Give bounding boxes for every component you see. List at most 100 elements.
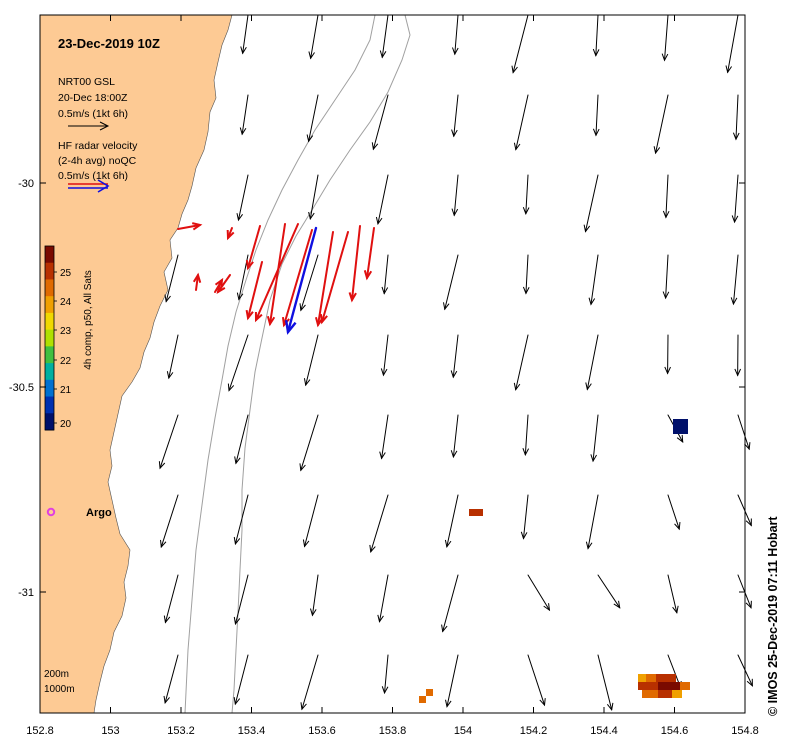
- sst-patch: [638, 674, 646, 682]
- model-time: 20-Dec 18:00Z: [58, 92, 128, 104]
- y-tick-label: -30: [18, 178, 34, 190]
- model-arrow: [511, 14, 529, 74]
- model-arrow: [441, 574, 459, 633]
- sst-patches: [419, 419, 690, 703]
- x-axis: 152.8 153 153.2 153.4 153.6 153.8 154 154.2 154.…: [26, 15, 759, 737]
- colorbar-segment: [45, 296, 54, 314]
- model-arrow: [451, 94, 459, 138]
- model-arrow: [299, 254, 319, 312]
- model-arrow: [234, 414, 249, 465]
- model-arrow: [239, 94, 249, 136]
- colorbar-segment: [45, 413, 54, 431]
- model-arrow: [233, 494, 249, 546]
- y-tick-label: -30.5: [9, 382, 34, 394]
- x-tick-label: 153.4: [238, 725, 266, 737]
- colorbar-tick-label: 20: [60, 419, 72, 430]
- x-tick-label: 154.4: [590, 725, 618, 737]
- model-arrow: [381, 254, 389, 295]
- model-arrow: [163, 654, 179, 704]
- colorbar-segment: [45, 312, 54, 331]
- model-arrow: [662, 254, 670, 300]
- sst-patch-cold: [673, 419, 688, 434]
- colorbar-segment: [45, 262, 54, 280]
- colorbar-segment: [45, 363, 54, 381]
- model-arrow: [443, 254, 459, 311]
- sst-patch: [419, 696, 426, 703]
- radar-arrow: [363, 227, 375, 281]
- model-arrow: [371, 94, 389, 151]
- model-arrow: [450, 414, 459, 459]
- model-arrow: [513, 334, 529, 391]
- radar-arrow: [266, 223, 286, 327]
- y-tick-label: -31: [18, 587, 34, 599]
- colorbar-frame: [44, 245, 55, 431]
- radar-arrow: [319, 231, 349, 325]
- x-tick-label: 154.8: [731, 725, 759, 737]
- radar-arrow-blue: [284, 226, 318, 335]
- sst-patch: [638, 682, 658, 690]
- radar-scale-arrow: [68, 179, 110, 193]
- model-arrow: [583, 174, 599, 233]
- model-arrow: [451, 174, 459, 217]
- model-arrow: [737, 414, 751, 451]
- depth-label-1000m: 1000m: [44, 684, 75, 695]
- model-arrow: [597, 654, 614, 711]
- colorbar-tick-label: 22: [60, 356, 72, 367]
- map-title: 23-Dec-2019 10Z: [58, 36, 160, 51]
- model-arrow: [592, 14, 600, 57]
- sst-colorbar: 25 24 23 22 21 20: [44, 245, 72, 431]
- x-tick-label: 153.8: [379, 725, 407, 737]
- model-arrow: [379, 14, 389, 59]
- isobath-200m: [231, 14, 411, 714]
- sst-patch: [672, 690, 682, 698]
- x-tick-label: 153: [101, 725, 119, 737]
- colorbar-tick-label: 25: [60, 268, 72, 279]
- sst-patch: [658, 682, 680, 690]
- model-arrow: [664, 334, 671, 375]
- model-arrow: [308, 174, 319, 221]
- colorbar-segment: [45, 279, 54, 297]
- model-arrow: [730, 254, 739, 306]
- argo-label: Argo: [86, 507, 112, 519]
- model-arrow: [377, 574, 389, 623]
- sst-patch: [642, 690, 658, 698]
- model-arrow: [452, 14, 459, 56]
- model-arrow: [520, 494, 529, 540]
- model-arrow: [585, 334, 599, 391]
- model-arrow: [306, 94, 319, 143]
- model-arrow: [300, 654, 319, 711]
- model-arrow: [590, 414, 599, 463]
- model-current-arrows: [158, 14, 753, 711]
- model-arrow: [233, 574, 249, 626]
- model-arrow: [522, 414, 530, 457]
- land-mass: [39, 14, 233, 714]
- argo-marker[interactable]: [46, 507, 56, 517]
- model-arrow: [445, 654, 459, 708]
- model-arrow: [233, 654, 249, 706]
- model-arrow: [527, 574, 551, 612]
- sst-patch: [680, 682, 690, 690]
- argo-float[interactable]: Argo: [46, 507, 112, 519]
- model-arrow: [450, 334, 459, 379]
- model-arrow: [661, 14, 669, 62]
- colorbar-tick-label: 21: [60, 385, 72, 396]
- model-arrow: [158, 414, 179, 470]
- sst-patch: [658, 690, 672, 698]
- model-arrow: [369, 494, 389, 554]
- sst-patch: [426, 689, 433, 696]
- model-arrow: [662, 174, 670, 219]
- model-arrow: [592, 94, 600, 137]
- colorbar-segment: [45, 379, 54, 398]
- model-arrow: [380, 334, 389, 377]
- x-tick-label: 152.8: [26, 725, 54, 737]
- colorbar-segment: [45, 329, 54, 347]
- x-tick-label: 153.2: [167, 725, 195, 737]
- model-arrow: [667, 494, 681, 531]
- model-arrow: [308, 14, 319, 60]
- model-arrow: [227, 334, 249, 392]
- colorbar-segment: [45, 346, 54, 364]
- radar-arrow: [216, 274, 231, 295]
- model-arrow: [653, 94, 669, 155]
- colorbar-title: 4h comp, p50, All Sats: [83, 270, 94, 370]
- model-arrow: [236, 174, 249, 222]
